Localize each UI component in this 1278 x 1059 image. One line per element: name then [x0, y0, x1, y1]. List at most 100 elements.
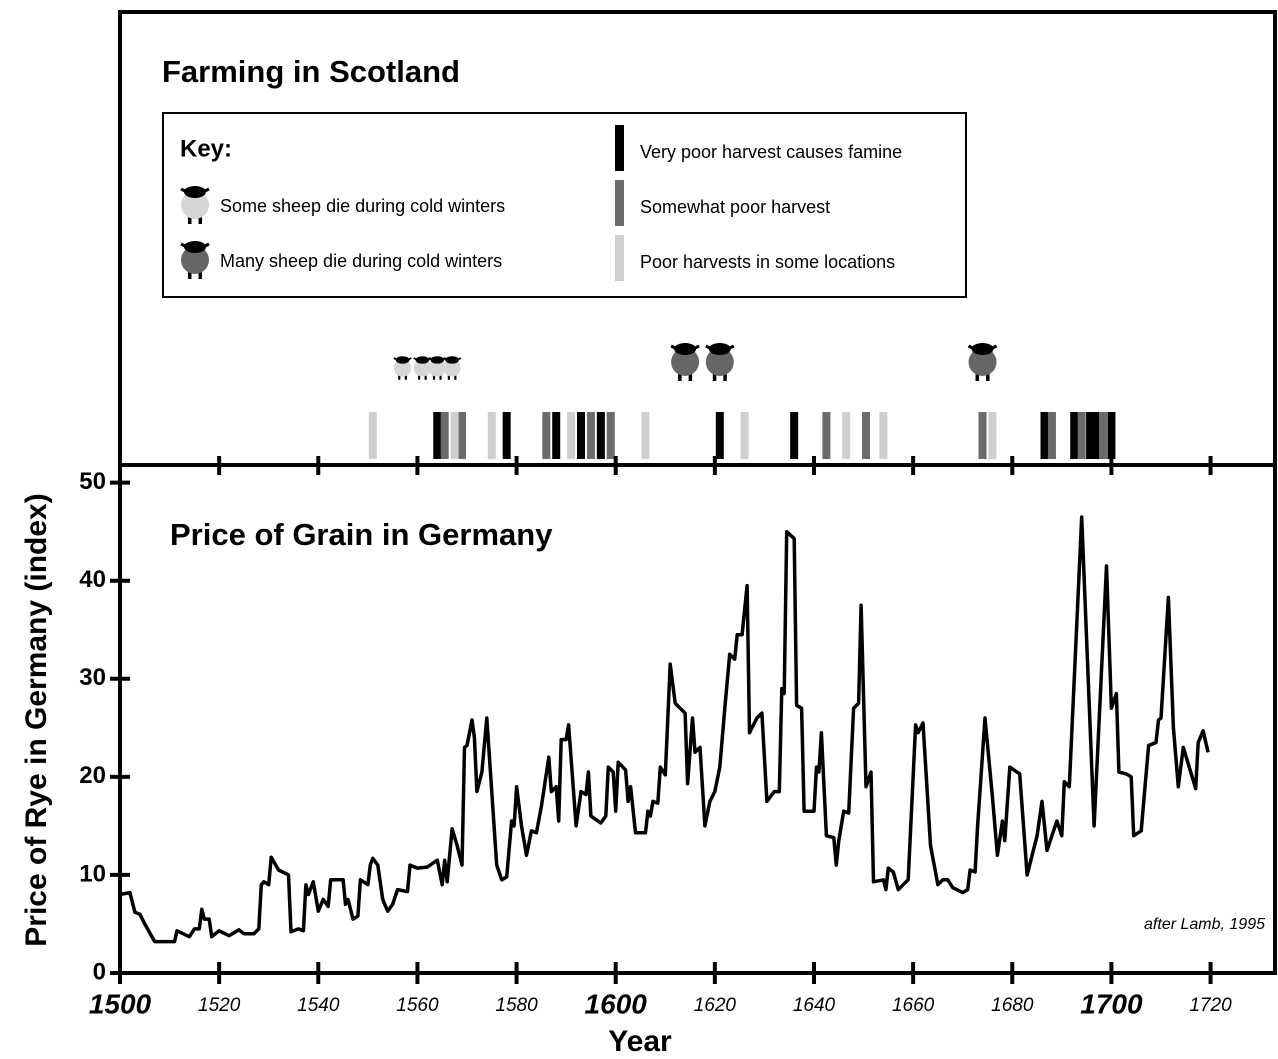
y-tick-label: 10	[79, 860, 106, 887]
sheep-head	[430, 356, 445, 364]
harvest-bar	[978, 412, 987, 459]
sheep-marker	[413, 356, 432, 380]
sheep-body	[181, 191, 209, 219]
sheep-leg	[439, 374, 442, 380]
legend-swatch	[615, 125, 624, 171]
legend-label: Very poor harvest causes famine	[640, 142, 902, 162]
line-title: Price of Grain in Germany	[170, 517, 553, 552]
legend-icon	[180, 186, 210, 224]
sheep-leg	[404, 374, 407, 380]
sheep-ears	[180, 187, 210, 195]
harvest-bar	[842, 412, 851, 459]
sheep-ears	[670, 344, 700, 352]
sheep-head	[395, 356, 410, 364]
x-tick-label: 1660	[892, 995, 935, 1016]
sheep-ears	[967, 344, 998, 352]
y-tick-label: 20	[79, 762, 106, 789]
sheep-leg	[986, 372, 990, 381]
y-tick-label: 50	[79, 468, 106, 495]
sheep-marker	[428, 356, 447, 380]
harvest-bar	[715, 412, 724, 459]
sheep-leg	[418, 374, 421, 380]
harvest-bar	[1077, 412, 1086, 459]
sheep-body	[671, 348, 700, 376]
harvest-bar	[641, 412, 650, 459]
x-tick-label: 1500	[89, 988, 152, 1019]
x-tick-label: 1560	[396, 995, 439, 1016]
sheep-leg	[447, 374, 450, 380]
harvest-bar	[1047, 412, 1056, 459]
x-tick-label: 1540	[297, 995, 340, 1016]
sheep-head	[415, 356, 430, 364]
sheep-leg	[975, 372, 980, 381]
harvest-bar	[862, 412, 871, 459]
harvest-bar	[822, 412, 831, 459]
harvest-bar	[567, 412, 576, 459]
harvest-bar	[1092, 412, 1101, 459]
harvest-bar	[502, 412, 511, 459]
y-tick-label: 30	[79, 664, 106, 691]
harvest-bar	[596, 412, 605, 459]
harvest-bar	[577, 412, 586, 459]
x-tick-label: 1680	[991, 995, 1034, 1016]
annotation: after Lamb, 1995	[1144, 916, 1265, 933]
sheep-leg	[188, 215, 192, 224]
sheep-leg	[678, 372, 682, 381]
sheep-body	[428, 359, 446, 377]
timeline-title: Farming in Scotland	[162, 54, 460, 89]
harvest-bar	[542, 412, 551, 459]
harvest-bar	[1070, 412, 1079, 459]
harvest-bar	[586, 412, 595, 459]
harvest-bar	[1107, 412, 1116, 459]
harvest-bar	[1040, 412, 1049, 459]
sheep-ears	[443, 357, 462, 362]
harvest-bar	[458, 412, 467, 459]
harvest-bar	[1098, 412, 1107, 459]
frame	[118, 10, 1277, 975]
harvest-bar	[606, 412, 615, 459]
sheep-head	[708, 343, 731, 355]
sheep-leg	[188, 270, 192, 279]
sheep-body	[393, 359, 412, 377]
legend-swatch	[615, 235, 624, 281]
sheep-body	[413, 359, 432, 377]
x-tick-label: 1580	[495, 995, 538, 1016]
sheep-leg	[198, 215, 202, 224]
harvest-bar	[740, 412, 749, 459]
sheep-leg	[712, 372, 717, 381]
panel-border	[118, 10, 1277, 975]
harvest-bar	[988, 412, 997, 459]
sheep-marker	[967, 343, 998, 381]
legend-box	[162, 112, 967, 298]
sheep-marker	[443, 356, 462, 380]
legend-swatch	[615, 180, 624, 226]
harvest-bar	[433, 412, 442, 459]
sheep-marker	[705, 343, 735, 381]
x-axis-title: Year	[608, 1025, 672, 1058]
sheep-marker	[670, 343, 700, 381]
sheep-head	[971, 343, 994, 355]
sheep-ears	[393, 357, 412, 362]
x-tick-label: 1640	[793, 995, 836, 1016]
legend-label: Some sheep die during cold winters	[220, 196, 505, 216]
sheep-head	[445, 356, 459, 364]
sheep-body	[968, 348, 997, 376]
sheep-head	[184, 186, 206, 198]
sheep-body	[443, 359, 461, 377]
sheep-leg	[432, 374, 436, 380]
sheep-leg	[424, 374, 427, 380]
sheep-body	[705, 348, 734, 376]
harvest-bar	[440, 412, 449, 459]
sheep-ears	[180, 242, 210, 250]
y-axis-title: Price of Rye in Germany (index)	[20, 493, 53, 946]
y-tick-label: 40	[79, 566, 106, 593]
legend-label: Somewhat poor harvest	[640, 197, 830, 217]
sheep-head	[184, 241, 206, 253]
price-line	[119, 515, 1210, 944]
legend-label: Many sheep die during cold winters	[220, 251, 502, 271]
harvest-bar	[368, 412, 377, 459]
harvest-bar	[450, 412, 459, 459]
harvest-bar	[1086, 412, 1095, 459]
sheep-marker	[393, 356, 412, 380]
